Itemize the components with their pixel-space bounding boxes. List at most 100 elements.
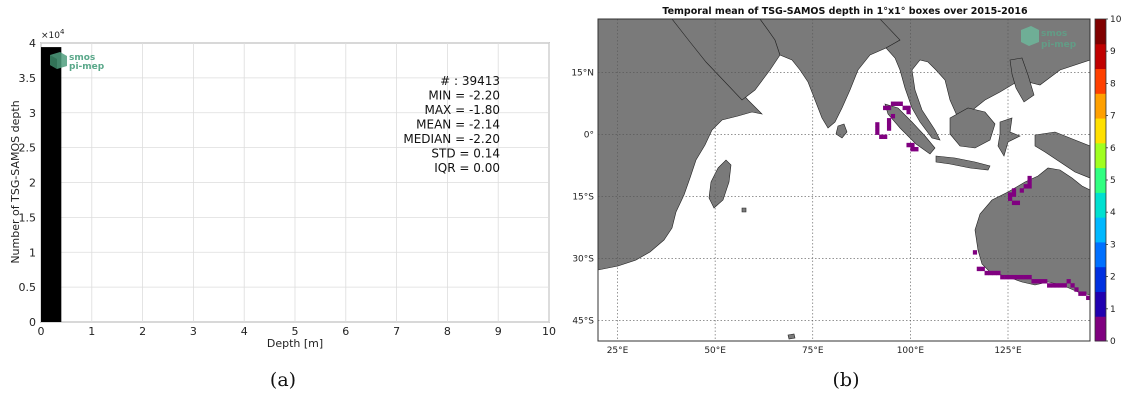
x-tick-label: 4 — [241, 325, 248, 338]
x-tick-label: 9 — [495, 325, 502, 338]
data-cell — [1023, 274, 1028, 280]
data-cell — [906, 142, 911, 148]
data-cell — [972, 250, 978, 255]
data-cell — [1011, 192, 1017, 197]
data-cell — [1066, 279, 1071, 284]
colorbar-segment — [1095, 68, 1106, 94]
data-cell — [1027, 184, 1032, 189]
colorbar-segment — [1095, 192, 1106, 218]
map-smos-logo: smos pi-mep — [1021, 26, 1077, 50]
data-cell — [988, 270, 993, 276]
stat-line: MEDIAN = -2.20 — [403, 132, 500, 146]
map-latitude-ticks: 15°N 0° 15°S 30°S 45°S — [571, 69, 594, 327]
longitude-tick-label: 25°E — [607, 346, 629, 356]
panel-label-a: (a) — [270, 369, 296, 391]
map-panel: Temporal mean of TSG-SAMOS depth in 1°x1… — [571, 6, 1121, 391]
data-cell — [886, 126, 892, 131]
data-cell — [1078, 291, 1083, 296]
colorbar-segment — [1095, 266, 1106, 292]
land-small-island — [741, 207, 747, 213]
longitude-tick-label: 125°E — [994, 346, 1022, 356]
data-cell — [890, 113, 896, 119]
data-cell — [1074, 287, 1079, 292]
data-cell — [1086, 295, 1090, 301]
latitude-tick-label: 45°S — [572, 316, 594, 326]
data-cell — [1015, 274, 1021, 280]
x-tick-label: 0 — [38, 325, 45, 338]
colorbar-tick-label: 0 — [1110, 337, 1116, 347]
data-cell — [1019, 188, 1024, 193]
data-cell — [1054, 283, 1060, 288]
map-frame — [597, 18, 1091, 342]
data-cell — [1019, 274, 1024, 280]
data-cell — [1047, 283, 1052, 288]
y-tick-label: 2 — [29, 177, 36, 190]
y-multiplier: ×104 — [41, 28, 65, 41]
histogram-bar — [41, 47, 62, 322]
data-cell — [1000, 274, 1005, 280]
colorbar-tick-label: 9 — [1110, 47, 1116, 57]
data-cell — [906, 105, 911, 111]
logo-text-line-2: pi-mep — [1041, 40, 1077, 50]
data-cell — [875, 126, 880, 131]
data-cell — [886, 122, 892, 127]
colorbar-tick-label: 4 — [1110, 208, 1116, 218]
data-cell — [898, 101, 903, 106]
data-cell — [984, 270, 989, 276]
stat-line: MEAN = -2.14 — [416, 118, 500, 132]
logo-cube-face — [50, 55, 57, 69]
colorbar-tick-label: 3 — [1110, 240, 1116, 250]
data-cell — [980, 266, 985, 272]
data-cell — [1031, 279, 1036, 284]
latitude-tick-label: 15°N — [571, 69, 594, 79]
colorbar-segment — [1095, 43, 1106, 70]
colorbar-tick-label: 10 — [1110, 15, 1122, 25]
latitude-tick-label: 30°S — [572, 254, 594, 264]
colorbar-segment — [1095, 241, 1106, 268]
data-cell — [1008, 274, 1013, 280]
colorbar: 0 1 2 3 4 5 6 7 8 9 10 — [1094, 15, 1122, 347]
y-tick-label: 3 — [29, 107, 36, 120]
y-tick-label: 1.5 — [19, 211, 37, 224]
data-cell — [894, 101, 899, 106]
data-cell — [1015, 200, 1021, 206]
latitude-tick-label: 15°S — [572, 193, 594, 203]
data-cell — [1011, 200, 1017, 206]
x-tick-label: 7 — [393, 325, 400, 338]
colorbar-tick-label: 2 — [1110, 273, 1116, 283]
map-land — [598, 19, 1090, 340]
longitude-tick-label: 75°E — [802, 346, 824, 356]
histogram-y-axis-label: Number of TSG-SAMOS depth — [9, 100, 22, 263]
colorbar-segment — [1095, 291, 1106, 317]
stat-line: STD = 0.14 — [431, 147, 500, 161]
histogram-panel: 0 1 2 3 4 5 6 7 8 9 10 0 0.5 1 1.5 2 2.5 3 3.5 4 ×104 Dept… — [9, 28, 556, 391]
x-tick-label: 8 — [444, 325, 451, 338]
longitude-tick-label: 100°E — [897, 346, 925, 356]
data-cell — [976, 266, 981, 272]
data-cell — [1027, 180, 1032, 185]
data-cell — [1082, 291, 1087, 296]
map-title: Temporal mean of TSG-SAMOS depth in 1°x1… — [662, 6, 1028, 17]
land-java — [935, 155, 991, 171]
stat-line: MAX = -1.80 — [424, 103, 500, 117]
colorbar-segment — [1095, 142, 1106, 169]
data-cell — [1011, 274, 1017, 280]
colorbar-tick-label: 8 — [1110, 79, 1116, 89]
data-cell — [992, 270, 997, 276]
y-tick-label: 0 — [29, 316, 36, 329]
data-cell — [883, 105, 888, 111]
data-cell — [1058, 283, 1063, 288]
histogram-x-axis-label: Depth [m] — [267, 337, 323, 350]
histogram-bars — [41, 47, 62, 322]
data-cell — [879, 134, 884, 140]
land-sumatra — [884, 103, 936, 155]
panel-label-b: (b) — [833, 369, 860, 391]
data-cell — [1011, 188, 1017, 193]
land-small-island-2 — [787, 333, 796, 340]
colorbar-tick-label: 1 — [1110, 305, 1116, 315]
colorbar-segment — [1095, 316, 1106, 342]
data-cell — [1004, 274, 1009, 280]
data-cell — [883, 134, 888, 140]
